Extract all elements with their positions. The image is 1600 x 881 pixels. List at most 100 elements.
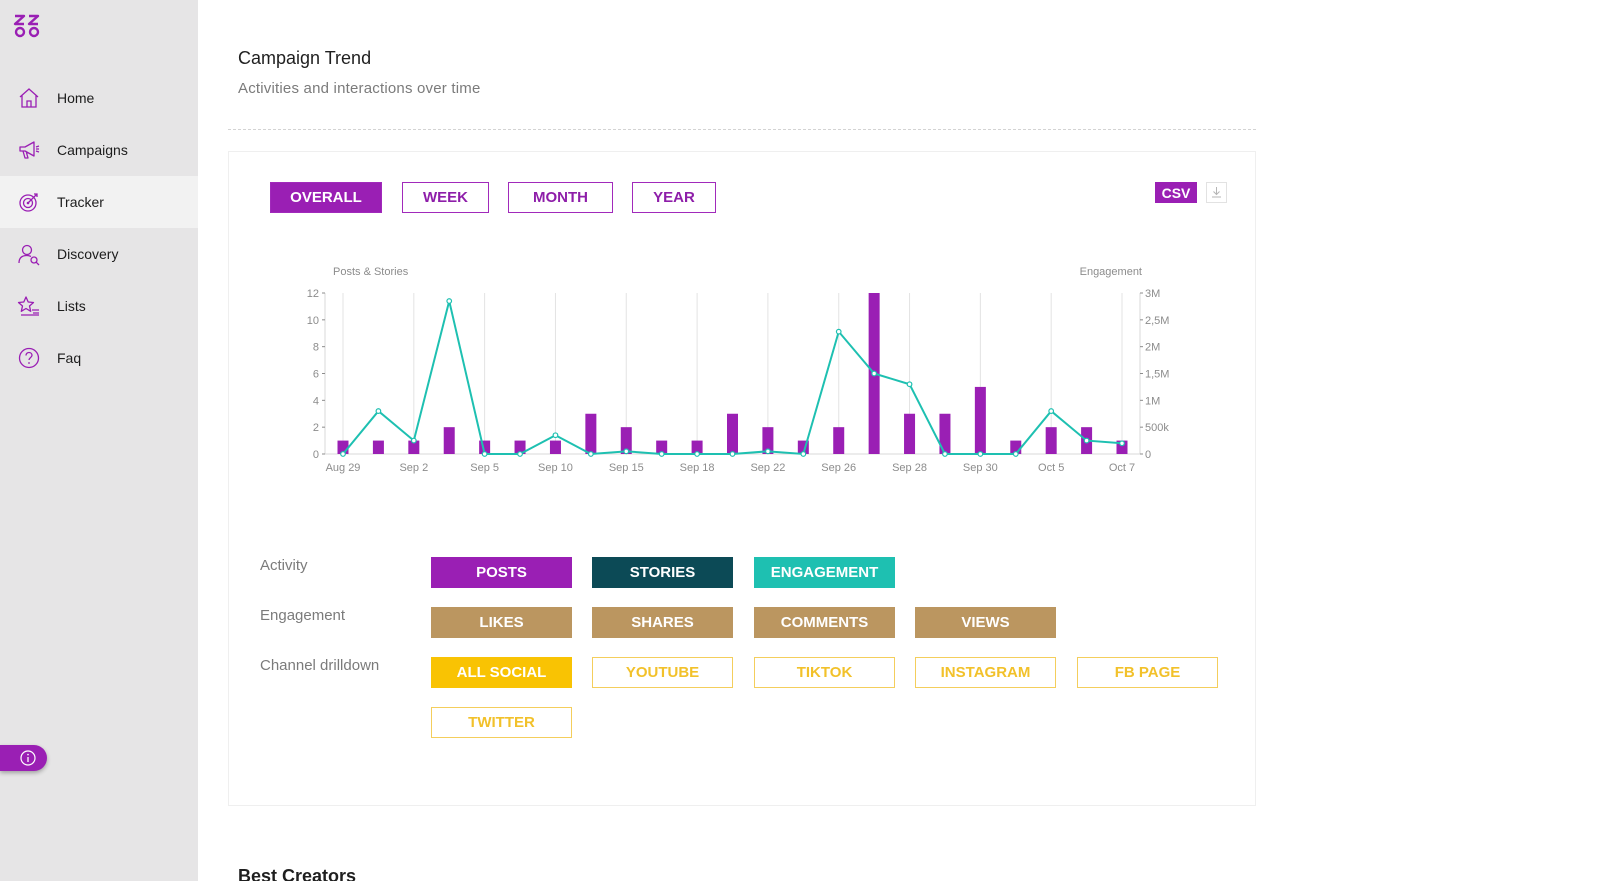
sidebar-item-faq[interactable]: Faq bbox=[0, 332, 198, 384]
chip-fb-page[interactable]: FB PAGE bbox=[1077, 657, 1218, 688]
engagement-point[interactable] bbox=[871, 370, 878, 377]
x-tick-label: Sep 15 bbox=[609, 462, 644, 474]
engagement-point[interactable] bbox=[1048, 408, 1055, 414]
engagement-point[interactable] bbox=[977, 451, 984, 457]
engagement-point[interactable] bbox=[765, 448, 771, 455]
posts-bar[interactable] bbox=[1045, 427, 1057, 454]
chip-shares[interactable]: SHARES bbox=[592, 607, 733, 638]
engagement-point[interactable] bbox=[942, 451, 948, 457]
download-icon bbox=[1212, 187, 1221, 198]
engagement-point[interactable] bbox=[623, 448, 630, 455]
chip-all-social[interactable]: ALL SOCIAL bbox=[431, 657, 572, 688]
info-button[interactable] bbox=[0, 745, 47, 771]
posts-bar[interactable] bbox=[797, 440, 809, 454]
sidebar-item-home[interactable]: Home bbox=[0, 72, 198, 124]
posts-bar[interactable] bbox=[585, 413, 597, 454]
posts-bar[interactable] bbox=[408, 440, 420, 454]
y-axis-title: Posts & Stories bbox=[333, 266, 409, 278]
chip-likes[interactable]: LIKES bbox=[431, 607, 572, 638]
engagement-point[interactable] bbox=[340, 451, 346, 457]
chip-views[interactable]: VIEWS bbox=[915, 607, 1056, 638]
posts-bar[interactable] bbox=[974, 386, 986, 454]
posts-bar[interactable] bbox=[514, 440, 526, 454]
x-tick-label: Sep 26 bbox=[821, 462, 856, 474]
x-tick-label: Aug 29 bbox=[326, 462, 361, 474]
sidebar-item-lists[interactable]: Lists bbox=[0, 280, 198, 332]
engagement-point[interactable] bbox=[906, 381, 913, 388]
y-tick-label: 0 bbox=[313, 449, 319, 461]
page-title: Campaign Trend bbox=[238, 48, 372, 68]
engagement-point[interactable] bbox=[446, 298, 453, 304]
activity-label: Activity bbox=[260, 557, 308, 574]
x-tick-label: Sep 30 bbox=[963, 462, 998, 474]
x-tick-label: Oct 7 bbox=[1109, 462, 1135, 474]
campaign-trend-chart: Posts & Stories Engagement 0 2 4 6 8 10 12 0 500… bbox=[307, 266, 1170, 474]
range-month-button[interactable]: MONTH bbox=[508, 182, 613, 213]
engagement-point[interactable] bbox=[552, 432, 559, 439]
posts-bar[interactable] bbox=[479, 440, 491, 454]
posts-bar[interactable] bbox=[549, 440, 561, 454]
chip-comments[interactable]: COMMENTS bbox=[754, 607, 895, 638]
star-list-icon bbox=[17, 296, 39, 316]
range-year-button[interactable]: YEAR bbox=[632, 182, 716, 213]
posts-bar[interactable] bbox=[904, 413, 916, 454]
posts-bar[interactable] bbox=[939, 413, 951, 454]
posts-bar[interactable] bbox=[1116, 440, 1128, 454]
engagement-point[interactable] bbox=[694, 451, 700, 457]
posts-bar[interactable] bbox=[691, 440, 703, 454]
chip-engagement[interactable]: ENGAGEMENT bbox=[754, 557, 895, 588]
engagement-point[interactable] bbox=[587, 451, 594, 457]
y2-tick-label: 0 bbox=[1145, 449, 1151, 461]
download-button[interactable] bbox=[1206, 182, 1227, 203]
posts-bar[interactable] bbox=[372, 440, 384, 454]
engagement-point[interactable] bbox=[517, 451, 523, 457]
x-tick-label: Sep 5 bbox=[470, 462, 499, 474]
chip-stories[interactable]: STORIES bbox=[592, 557, 733, 588]
engagement-point[interactable] bbox=[729, 451, 736, 457]
engagement-point[interactable] bbox=[1083, 437, 1090, 444]
engagement-point[interactable] bbox=[800, 451, 807, 457]
posts-bar[interactable] bbox=[727, 413, 738, 454]
chip-tiktok[interactable]: TIKTOK bbox=[754, 657, 895, 688]
engagement-point[interactable] bbox=[835, 328, 842, 335]
posts-bar[interactable] bbox=[656, 440, 668, 454]
megaphone-icon bbox=[19, 141, 40, 159]
engagement-point[interactable] bbox=[658, 451, 665, 457]
sidebar-item-tracker[interactable]: Tracker bbox=[0, 176, 198, 228]
sidebar-item-campaigns[interactable]: Campaigns bbox=[0, 124, 198, 176]
y2-tick-label: 2M bbox=[1145, 342, 1160, 354]
engagement-point[interactable] bbox=[410, 437, 417, 444]
y-tick-label: 8 bbox=[313, 342, 319, 354]
engagement-point[interactable] bbox=[375, 408, 382, 414]
y-tick-label: 6 bbox=[313, 369, 319, 381]
campaign-trend-card bbox=[228, 151, 1256, 806]
y2-tick-label: 3M bbox=[1145, 288, 1160, 300]
posts-bar[interactable] bbox=[762, 427, 774, 454]
chip-youtube[interactable]: YOUTUBE bbox=[592, 657, 733, 688]
sidebar-item-label: Faq bbox=[57, 350, 82, 366]
y-tick-label: 10 bbox=[307, 315, 319, 327]
posts-bar[interactable] bbox=[443, 427, 455, 454]
range-week-button[interactable]: WEEK bbox=[402, 182, 489, 213]
sidebar-item-discovery[interactable]: Discovery bbox=[0, 228, 198, 280]
posts-bar[interactable] bbox=[1010, 440, 1022, 454]
user-search-icon bbox=[18, 244, 40, 266]
engagement-point[interactable] bbox=[1012, 451, 1019, 457]
chip-twitter[interactable]: TWITTER bbox=[431, 707, 572, 738]
range-overall-button[interactable]: OVERALL bbox=[270, 182, 382, 213]
best-creators-title: Best Creators bbox=[238, 866, 357, 881]
posts-bar[interactable] bbox=[337, 440, 349, 454]
engagement-point[interactable] bbox=[1119, 440, 1125, 447]
chip-instagram[interactable]: INSTAGRAM bbox=[915, 657, 1056, 688]
y2-tick-label: 1M bbox=[1145, 395, 1160, 407]
posts-bar[interactable] bbox=[833, 427, 845, 454]
sidebar-item-label: Lists bbox=[57, 298, 86, 314]
engagement-point[interactable] bbox=[481, 451, 488, 457]
chip-posts[interactable]: POSTS bbox=[431, 557, 572, 588]
posts-bar[interactable] bbox=[620, 427, 632, 454]
csv-export-button[interactable]: CSV bbox=[1155, 182, 1197, 203]
brand-logo-icon[interactable] bbox=[12, 12, 42, 38]
sidebar-item-label: Home bbox=[57, 90, 95, 106]
y-tick-label: 12 bbox=[307, 288, 319, 300]
